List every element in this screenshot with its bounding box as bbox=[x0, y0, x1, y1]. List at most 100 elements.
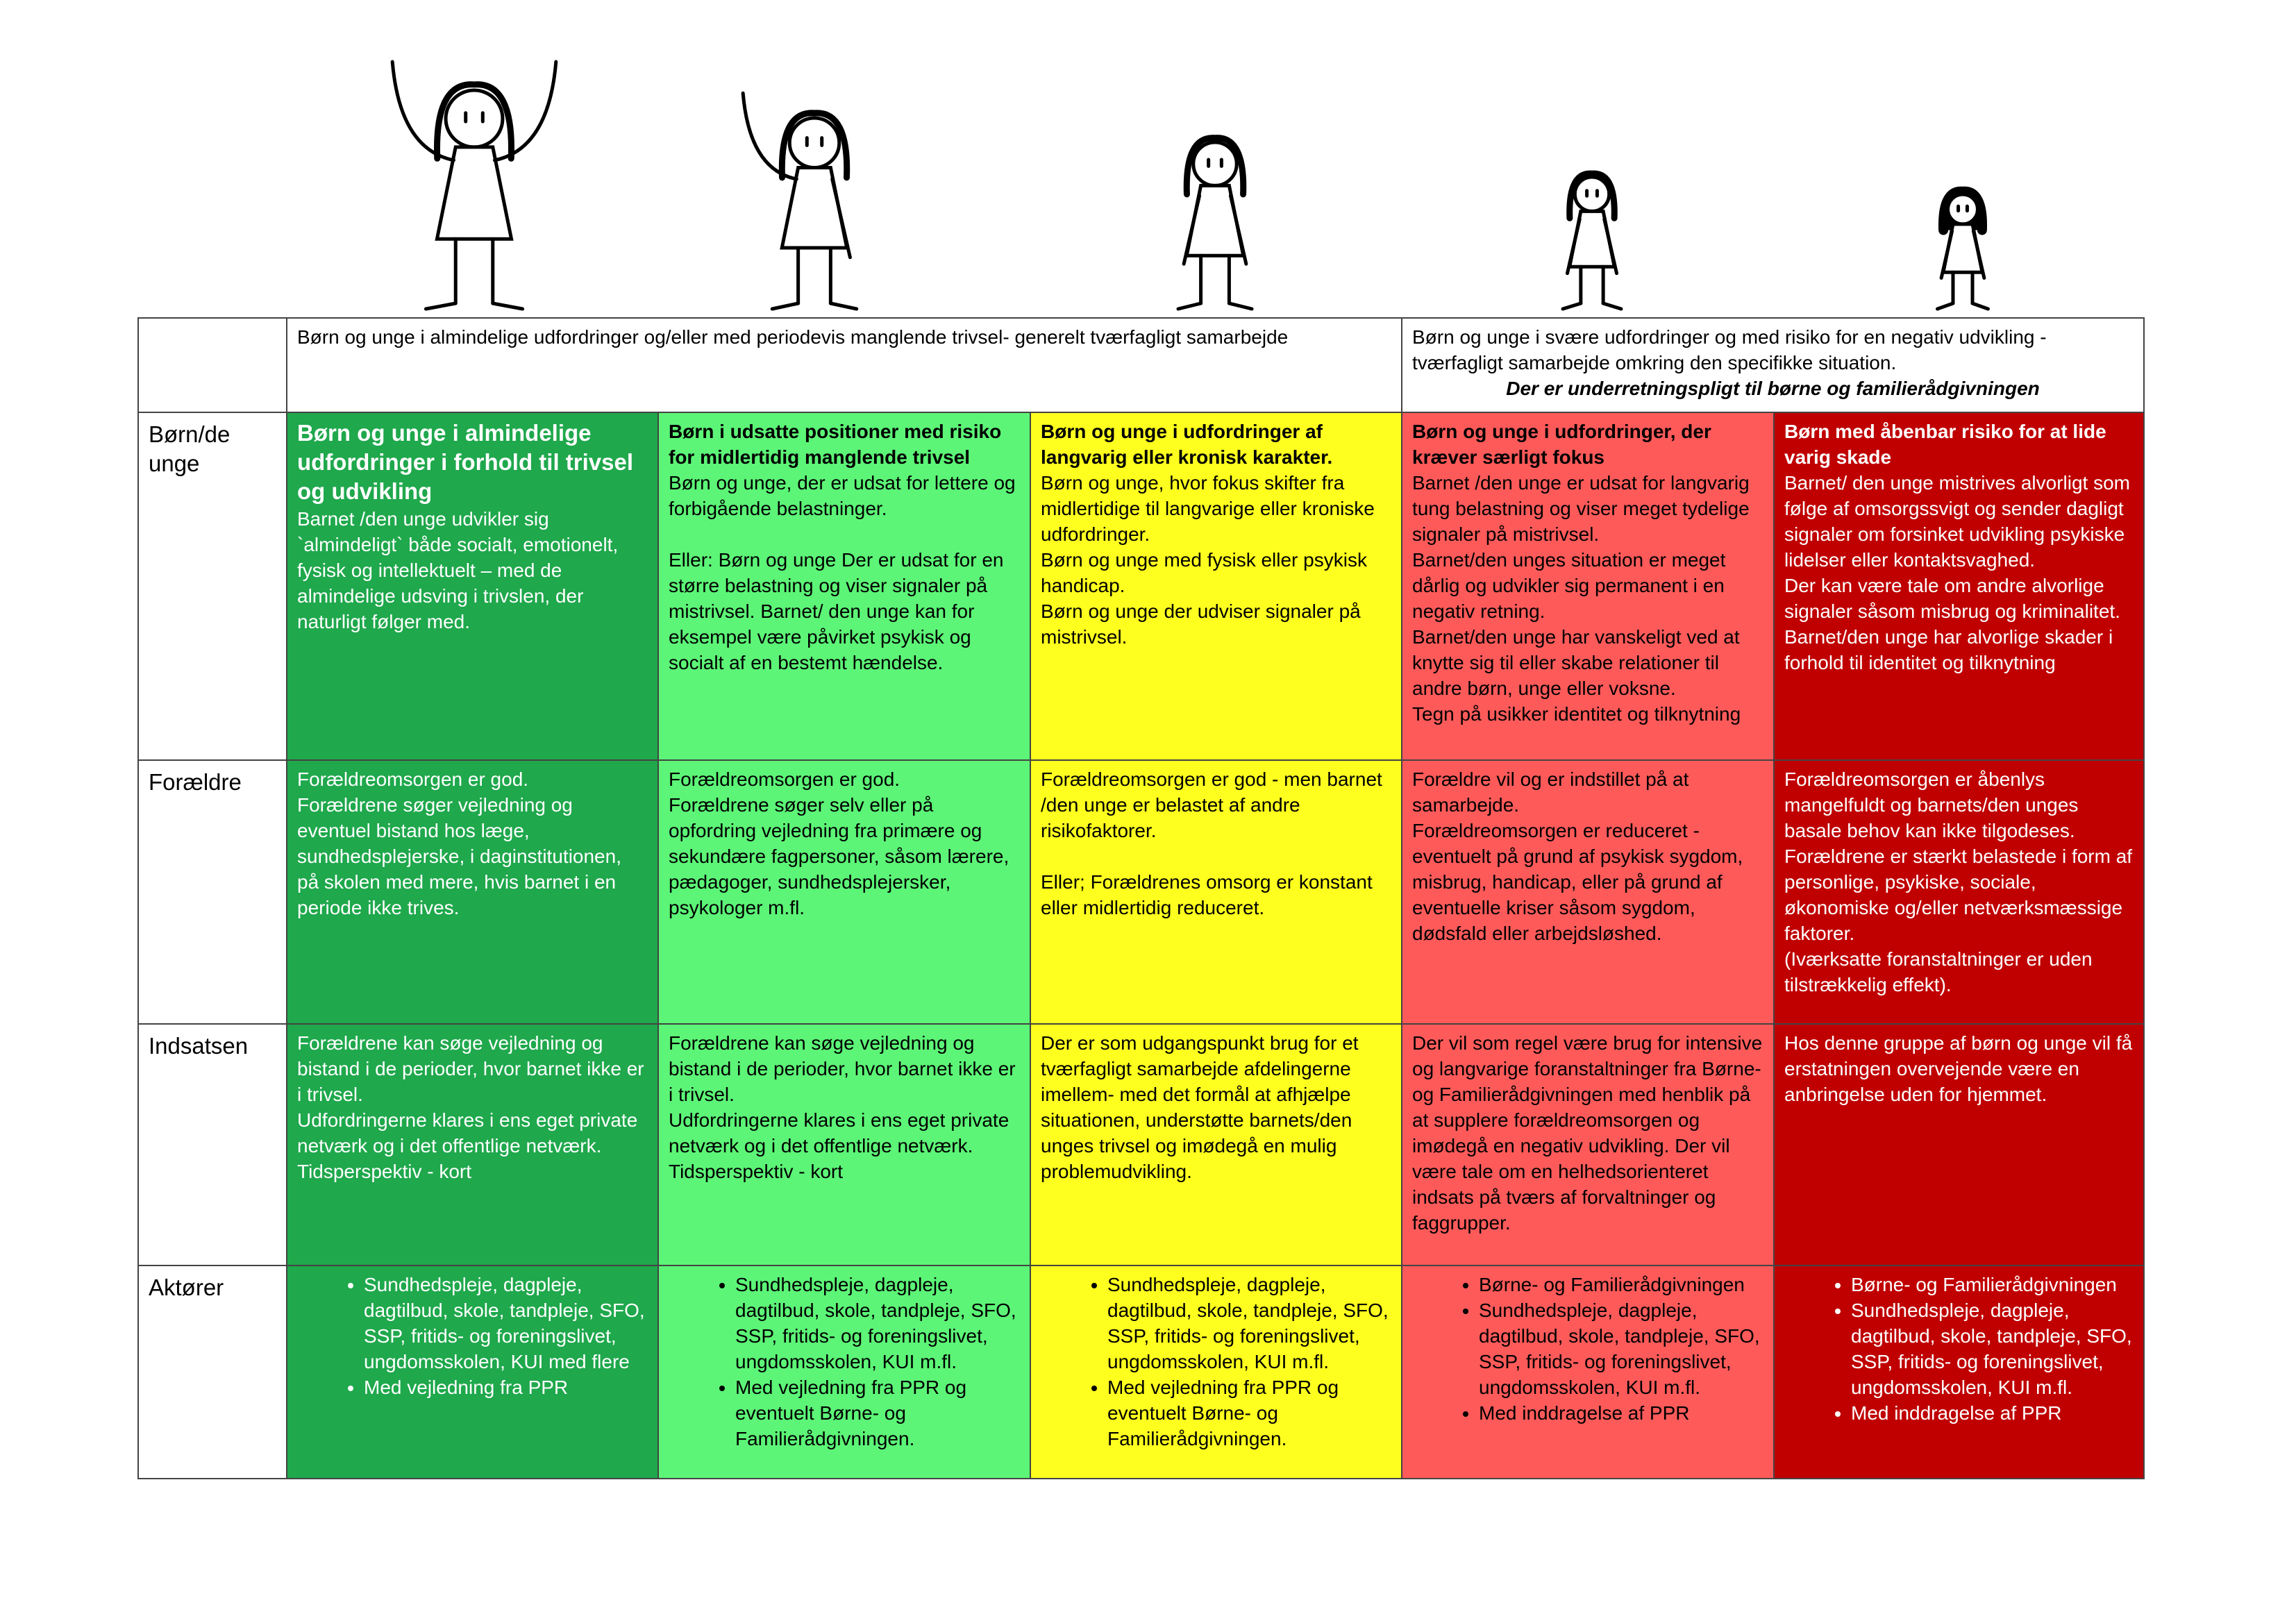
text-block: Forældreomsorgen er god - men barnet /de… bbox=[1041, 766, 1391, 843]
text-block: Forældreomsorgen er åbenlys mangelfuldt … bbox=[1784, 766, 2134, 998]
figure-stroke bbox=[1561, 301, 1583, 311]
text-block: Barnet /den unge udvikler sig `almindeli… bbox=[297, 506, 648, 634]
model-table: Børn og unge i almindelige udfordringer … bbox=[137, 317, 2145, 1479]
figure-stroke bbox=[830, 177, 852, 260]
figure-stroke bbox=[1939, 229, 1954, 280]
table-row: Indsatsen Forældrene kan søge vejledning … bbox=[137, 1023, 2145, 1266]
bullet-item: Med vejledning fra PPR bbox=[364, 1374, 648, 1400]
bullet-list: Børne- og FamilierådgivningenSundhedsple… bbox=[1784, 1272, 2134, 1426]
table-cell: Forældreomsorgen er god - men barnet /de… bbox=[1030, 759, 1402, 1025]
table-cell: Der vil som regel være brug for intensiv… bbox=[1401, 1023, 1775, 1266]
text-line: Barnet /den unge er udsat for langvarig … bbox=[1412, 472, 1750, 545]
table-cell: Hos denne gruppe af børn og unge vil få … bbox=[1773, 1023, 2145, 1266]
text-line: Tidsperspektiv - kort bbox=[297, 1161, 472, 1182]
text-block: Forældreomsorgen er god. Forældrene søger… bbox=[669, 766, 1020, 920]
figure-stroke bbox=[770, 301, 801, 311]
text-line: Forældre vil og er indstillet på at sama… bbox=[1412, 768, 1689, 816]
table-cell: Børn og unge i udfordringer af langvarig… bbox=[1030, 412, 1402, 761]
table-cell: Forældrene kan søge vejledning og bistan… bbox=[657, 1023, 1031, 1266]
figure-stroke bbox=[1971, 229, 1986, 280]
row-label: Børn/de unge bbox=[137, 412, 287, 761]
figure-stroke bbox=[435, 145, 514, 241]
figure-stroke bbox=[1227, 301, 1254, 311]
text-block: Børn og unge, der er udsat for lettere o… bbox=[669, 470, 1020, 521]
table-row: Børn/de unge Børn og unge i almindelige u… bbox=[137, 412, 2145, 761]
figure-stroke bbox=[1565, 217, 1582, 276]
bullet-item: Med vejledning fra PPR og eventuelt Børn… bbox=[735, 1374, 1020, 1452]
figure-stroke bbox=[1602, 217, 1619, 276]
figure-stroke bbox=[424, 301, 458, 311]
figure-stroke bbox=[741, 91, 798, 181]
text-line: Børn og unge der udviser signaler på mis… bbox=[1041, 600, 1361, 648]
bullet-item: Børne- og Familierådgivningen bbox=[1479, 1272, 1763, 1297]
table-cell: Forældreomsorgen er åbenlys mangelfuldt … bbox=[1773, 759, 2145, 1025]
header-text: Børn og unge i svære udfordringer og med… bbox=[1412, 326, 2047, 373]
figure-stroke bbox=[1601, 301, 1623, 311]
cell-title: Børn og unge i udfordringer af langvarig… bbox=[1041, 421, 1333, 468]
table-cell: Sundhedspleje, dagpleje, dagtilbud, skol… bbox=[1030, 1265, 1402, 1479]
text-line: Forældrene er stærkt belastede i form af… bbox=[1784, 846, 2133, 944]
header-note: Der er underretningspligt til børne og f… bbox=[1506, 378, 2040, 399]
text-block: Forældrene kan søge vejledning og bistan… bbox=[669, 1030, 1020, 1184]
figure-stroke bbox=[390, 60, 456, 162]
table-cell: Børn med åbenbar risiko for at lide vari… bbox=[1773, 412, 2145, 761]
text-line: Børn og unge, der er udsat for lettere o… bbox=[669, 472, 1016, 519]
text-line: Der er som udgangspunkt brug for et tvær… bbox=[1041, 1032, 1359, 1182]
corner-cell bbox=[137, 317, 287, 413]
bullet-list: Sundhedspleje, dagpleje, dagtilbud, skol… bbox=[669, 1272, 1020, 1452]
table-cell: Børne- og FamilierådgivningenSundhedsple… bbox=[1773, 1265, 2145, 1479]
text-line: Børn og unge, hvor fokus skifter fra mid… bbox=[1041, 472, 1375, 545]
row-label: Indsatsen bbox=[137, 1023, 287, 1266]
text-block: Forældrene kan søge vejledning og bistan… bbox=[297, 1030, 648, 1184]
row-label: Forældre bbox=[137, 759, 287, 1025]
text-line: Udfordringerne klares i ens eget private… bbox=[669, 1109, 1009, 1157]
text-block: Eller; Forældrenes omsorg er konstant el… bbox=[1041, 869, 1391, 920]
bullet-item: Med inddragelse af PPR bbox=[1851, 1400, 2134, 1426]
text-line: Tidsperspektiv - kort bbox=[669, 1161, 844, 1182]
text-line: Udfordringerne klares i ens eget private… bbox=[297, 1109, 638, 1157]
figure-stroke bbox=[787, 116, 841, 169]
text-line: Barnet/den unge har alvorlige skader i f… bbox=[1784, 626, 2113, 673]
figure-stroke bbox=[1970, 301, 1990, 311]
header-left: Børn og unge i almindelige udfordringer … bbox=[286, 317, 1402, 413]
bullet-item: Med vejledning fra PPR og eventuelt Børn… bbox=[1107, 1374, 1391, 1452]
table-cell: Der er som udgangspunkt brug for et tvær… bbox=[1030, 1023, 1402, 1266]
text-block: Barnet /den unge er udsat for langvarig … bbox=[1412, 470, 1763, 727]
text-block: Der er som udgangspunkt brug for et tvær… bbox=[1041, 1030, 1391, 1184]
text-block: Eller: Børn og unge Der er udsat for en … bbox=[669, 547, 1020, 675]
text-line: Forældreomsorgen er åbenlys mangelfuldt … bbox=[1784, 768, 2079, 841]
table-body: Børn og unge i almindelige udfordringer … bbox=[137, 317, 2145, 1479]
figure-stroke bbox=[1176, 301, 1203, 311]
table-cell: Forældreomsorgen er god. Forældrene søger… bbox=[657, 759, 1031, 1025]
bullet-list: Børne- og FamilierådgivningenSundhedsple… bbox=[1412, 1272, 1763, 1426]
figure-stroke bbox=[491, 301, 525, 311]
bullet-item: Børne- og Familierådgivningen bbox=[1851, 1272, 2134, 1297]
cell-title: Børn og unge i udfordringer, der kræver … bbox=[1412, 421, 1711, 468]
table-cell: Børne- og FamilierådgivningenSundhedsple… bbox=[1401, 1265, 1775, 1479]
text-line: Barnet/den unge har vanskeligt ved at kn… bbox=[1412, 626, 1740, 699]
table-row: Aktører Sundhedspleje, dagpleje, dagtilbu… bbox=[137, 1265, 2145, 1479]
text-block: Der vil som regel være brug for intensiv… bbox=[1412, 1030, 1763, 1236]
text-line: Barnet/den unges situation er meget dårl… bbox=[1412, 549, 1726, 622]
figure-stroke bbox=[1936, 301, 1955, 311]
text-line: Tegn på usikker identitet og tilknytning bbox=[1412, 703, 1741, 725]
cell-title: Børn med åbenbar risiko for at lide vari… bbox=[1784, 421, 2106, 468]
text-line: (Iværksatte foranstaltninger er uden til… bbox=[1784, 948, 2093, 995]
figure-stroke bbox=[1182, 194, 1202, 266]
table-cell: Forældrene kan søge vejledning og bistan… bbox=[286, 1023, 659, 1266]
text-block: Børn og unge, hvor fokus skifter fra mid… bbox=[1041, 470, 1391, 650]
figure-stroke bbox=[433, 81, 515, 162]
bullet-list: Sundhedspleje, dagpleje, dagtilbud, skol… bbox=[1041, 1272, 1391, 1452]
figure-stroke bbox=[1946, 192, 1979, 226]
text-line: Forældreomsorgen er god. bbox=[297, 768, 529, 790]
figure-stroke bbox=[1191, 140, 1239, 187]
table-cell: Forældre vil og er indstillet på at sama… bbox=[1401, 759, 1775, 1025]
text-block: Hos denne gruppe af børn og unge vil få … bbox=[1784, 1030, 2134, 1107]
text-line: Hos denne gruppe af børn og unge vil få … bbox=[1784, 1032, 2133, 1105]
text-line: Forældrene søger vejledning og eventuel … bbox=[297, 794, 621, 918]
table-cell: Børn i udsatte positioner med risiko for… bbox=[657, 412, 1031, 761]
figures bbox=[390, 60, 1990, 311]
table-row: Forældre Forældreomsorgen er god. Forældre… bbox=[137, 759, 2145, 1025]
bullet-item: Sundhedspleje, dagpleje, dagtilbud, skol… bbox=[1479, 1297, 1763, 1400]
